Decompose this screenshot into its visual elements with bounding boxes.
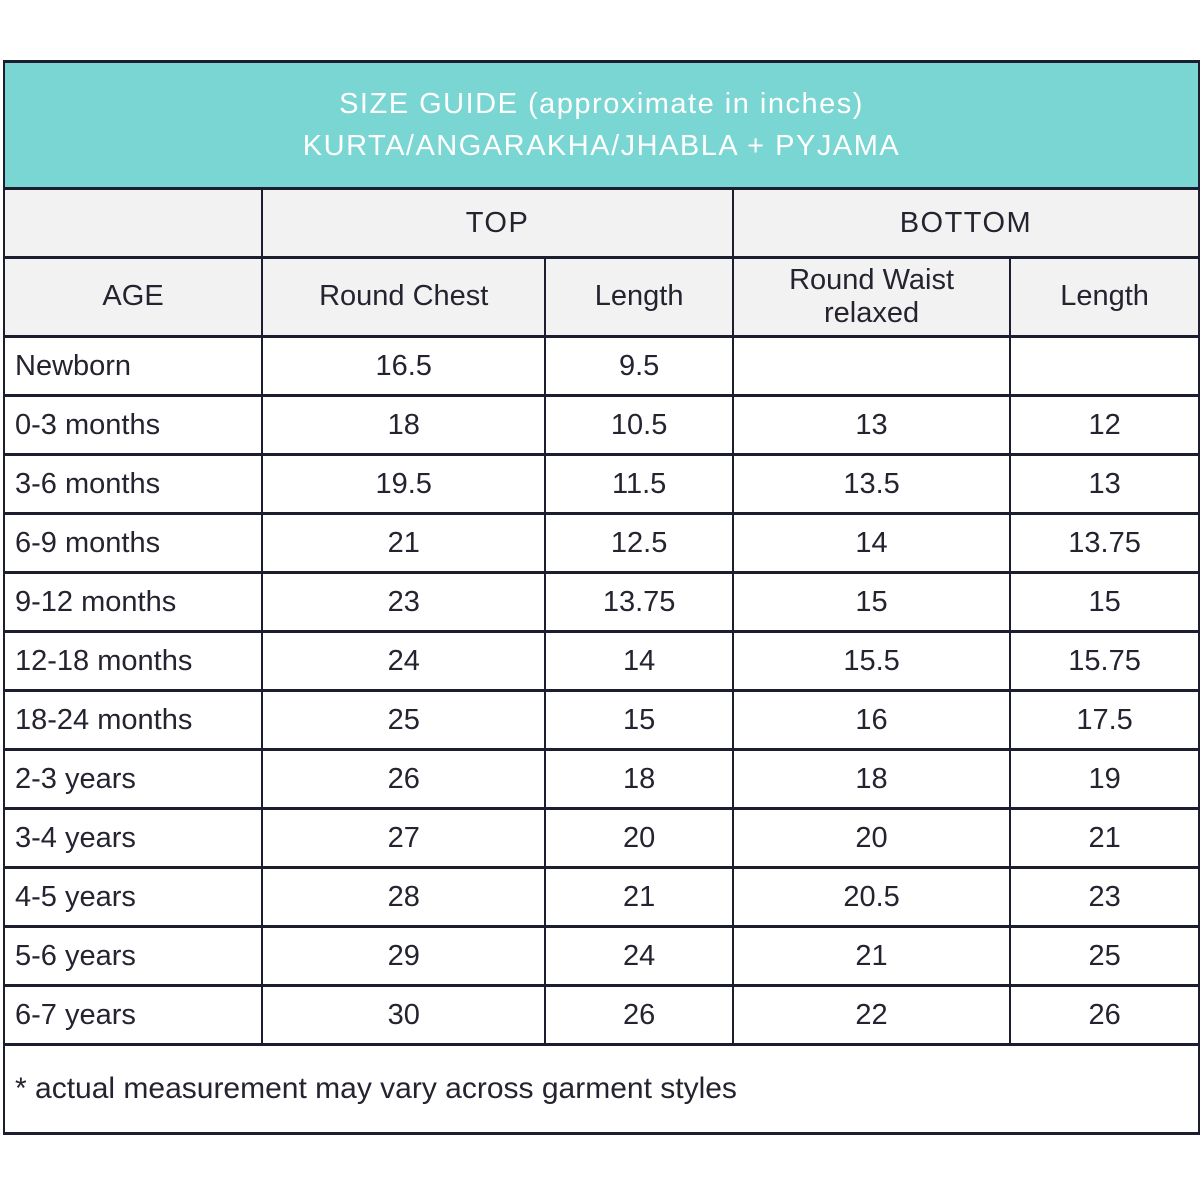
table-row: 2-3 years 26 18 18 19 (2, 748, 1200, 810)
column-header-age: AGE (2, 256, 264, 338)
value-cell: 10.5 (544, 394, 734, 456)
group-header-row: TOP BOTTOM (2, 187, 1201, 259)
age-cell: 18-24 months (2, 689, 264, 751)
value-cell: 26 (544, 984, 734, 1046)
value-cell: 24 (261, 630, 547, 692)
table-row: 5-6 years 29 24 21 25 (2, 925, 1200, 987)
footnote-text: * actual measurement may vary across gar… (3, 1043, 1200, 1135)
value-cell: 13.75 (1009, 512, 1200, 574)
value-cell: 26 (1009, 984, 1200, 1046)
table-row: 4-5 years 28 21 20.5 23 (2, 866, 1200, 928)
value-cell: 19 (1009, 748, 1200, 810)
table-body: Newborn 16.5 9.5 0-3 months 18 10.5 13 12 3-6 mo… (2, 335, 1200, 1046)
value-cell: 19.5 (261, 453, 547, 515)
value-cell: 9.5 (544, 335, 734, 397)
age-cell: 2-3 years (2, 748, 264, 810)
value-cell: 22 (731, 984, 1012, 1046)
table-title-line2: KURTA/ANGARAKHA/JHABLA + PYJAMA (302, 130, 901, 162)
value-cell: 15.75 (1009, 630, 1200, 692)
value-cell: 26 (261, 748, 547, 810)
table-title-line1: SIZE GUIDE (approximate in inches) (339, 87, 864, 120)
value-cell: 21 (1009, 807, 1200, 869)
column-header-bottom-length: Length (1009, 256, 1200, 338)
column-header-round-waist: Round Waist relaxed (731, 256, 1012, 338)
age-cell: 9-12 months (2, 571, 264, 633)
column-header-row: AGE Round Chest Length Round Waist relax… (2, 256, 1200, 338)
value-cell: 11.5 (544, 453, 734, 515)
age-cell: Newborn (2, 335, 264, 397)
table-title: SIZE GUIDE (approximate in inches) KURTA… (3, 60, 1200, 190)
value-cell: 13 (731, 394, 1012, 456)
table-row: 3-4 years 27 20 20 21 (2, 807, 1200, 869)
value-cell: 16.5 (261, 335, 547, 397)
value-cell: 16 (731, 689, 1012, 751)
value-cell: 29 (261, 925, 547, 987)
table-row: 9-12 months 23 13.75 15 15 (2, 571, 1200, 633)
value-cell: 15 (1009, 571, 1200, 633)
value-cell: 27 (261, 807, 547, 869)
age-cell: 6-9 months (2, 512, 264, 574)
footnote-row: * actual measurement may vary across gar… (3, 1043, 1200, 1135)
column-header-round-chest: Round Chest (261, 256, 547, 338)
column-header-top-length: Length (544, 256, 734, 338)
group-header-bottom: BOTTOM (731, 187, 1201, 259)
value-cell: 23 (1009, 866, 1200, 928)
value-cell: 21 (544, 866, 734, 928)
age-cell: 5-6 years (2, 925, 264, 987)
age-cell: 3-6 months (2, 453, 264, 515)
value-cell: 12.5 (544, 512, 734, 574)
table-row: Newborn 16.5 9.5 (2, 335, 1200, 397)
value-cell: 14 (731, 512, 1012, 574)
age-cell: 12-18 months (2, 630, 264, 692)
value-cell: 23 (261, 571, 547, 633)
table-row: 12-18 months 24 14 15.5 15.75 (2, 630, 1200, 692)
value-cell: 15.5 (731, 630, 1012, 692)
size-guide-table-container: SIZE GUIDE (approximate in inches) KURTA… (2, 60, 1201, 1135)
value-cell (1009, 335, 1200, 397)
value-cell: 18 (544, 748, 734, 810)
table-row: 0-3 months 18 10.5 13 12 (2, 394, 1200, 456)
group-header-top: TOP (261, 187, 734, 259)
age-cell: 3-4 years (2, 807, 264, 869)
table-row: 3-6 months 19.5 11.5 13.5 13 (2, 453, 1200, 515)
table-row: 6-9 months 21 12.5 14 13.75 (2, 512, 1200, 574)
value-cell: 20.5 (731, 866, 1012, 928)
value-cell: 18 (731, 748, 1012, 810)
value-cell: 14 (544, 630, 734, 692)
value-cell: 13.75 (544, 571, 734, 633)
size-guide-table: SIZE GUIDE (approximate in inches) KURTA… (2, 60, 1201, 1135)
table-row: 18-24 months 25 15 16 17.5 (2, 689, 1200, 751)
value-cell: 21 (261, 512, 547, 574)
value-cell: 21 (731, 925, 1012, 987)
age-cell: 0-3 months (2, 394, 264, 456)
table-row: 6-7 years 30 26 22 26 (2, 984, 1200, 1046)
value-cell: 28 (261, 866, 547, 928)
value-cell (731, 335, 1012, 397)
group-header-empty (2, 187, 264, 259)
title-row: SIZE GUIDE (approximate in inches) KURTA… (3, 60, 1200, 190)
age-cell: 4-5 years (2, 866, 264, 928)
value-cell: 13.5 (731, 453, 1012, 515)
value-cell: 15 (731, 571, 1012, 633)
value-cell: 25 (261, 689, 547, 751)
age-cell: 6-7 years (2, 984, 264, 1046)
value-cell: 20 (731, 807, 1012, 869)
value-cell: 15 (544, 689, 734, 751)
value-cell: 17.5 (1009, 689, 1200, 751)
value-cell: 25 (1009, 925, 1200, 987)
value-cell: 30 (261, 984, 547, 1046)
value-cell: 12 (1009, 394, 1200, 456)
value-cell: 20 (544, 807, 734, 869)
value-cell: 13 (1009, 453, 1200, 515)
value-cell: 18 (261, 394, 547, 456)
value-cell: 24 (544, 925, 734, 987)
